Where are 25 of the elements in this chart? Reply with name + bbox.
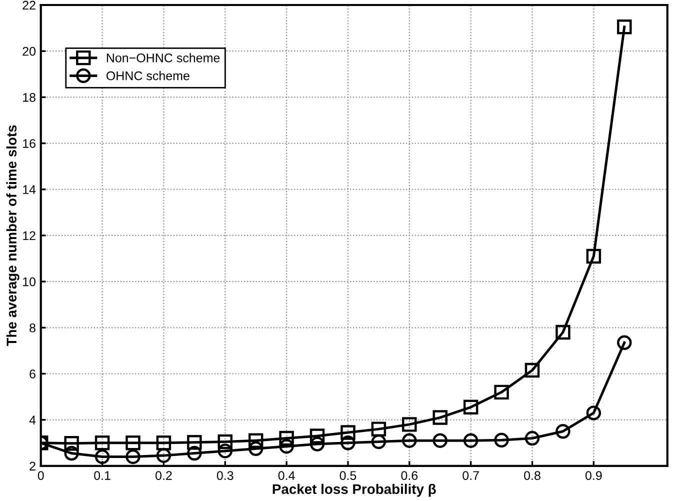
y-tick-label: 12 xyxy=(23,231,36,240)
y-axis-title: The average number of time slots xyxy=(6,125,20,346)
x-tick-label: 0.7 xyxy=(462,471,479,480)
y-tick-label: 16 xyxy=(23,139,36,148)
legend-label: Non−OHNC scheme xyxy=(106,53,220,62)
y-tick-label: 4 xyxy=(29,416,36,424)
x-tick-label: 0.3 xyxy=(216,471,234,480)
y-tick-label: 14 xyxy=(23,185,36,194)
x-axis-title: Packet loss Probability β xyxy=(272,484,436,497)
x-tick-label: 0.6 xyxy=(401,471,418,480)
legend-label: OHNC scheme xyxy=(106,71,190,80)
y-tick-label: 10 xyxy=(23,277,36,286)
x-tick-label: 0.1 xyxy=(94,471,110,480)
x-tick-label: 0.4 xyxy=(278,471,295,480)
y-tick-label: 6 xyxy=(30,370,36,378)
x-tick-label: 0.8 xyxy=(524,471,540,480)
x-tick-label: 0 xyxy=(38,471,44,480)
x-tick-label: 0.2 xyxy=(156,471,172,480)
y-tick-label: 22 xyxy=(22,0,36,10)
x-tick-label: 0.5 xyxy=(340,471,356,480)
y-tick-label: 18 xyxy=(23,92,36,102)
x-tick-label: 0.9 xyxy=(585,471,602,480)
y-tick-label: 20 xyxy=(22,46,36,56)
y-tick-label: 8 xyxy=(30,323,36,332)
y-tick-label: 2 xyxy=(30,462,36,470)
